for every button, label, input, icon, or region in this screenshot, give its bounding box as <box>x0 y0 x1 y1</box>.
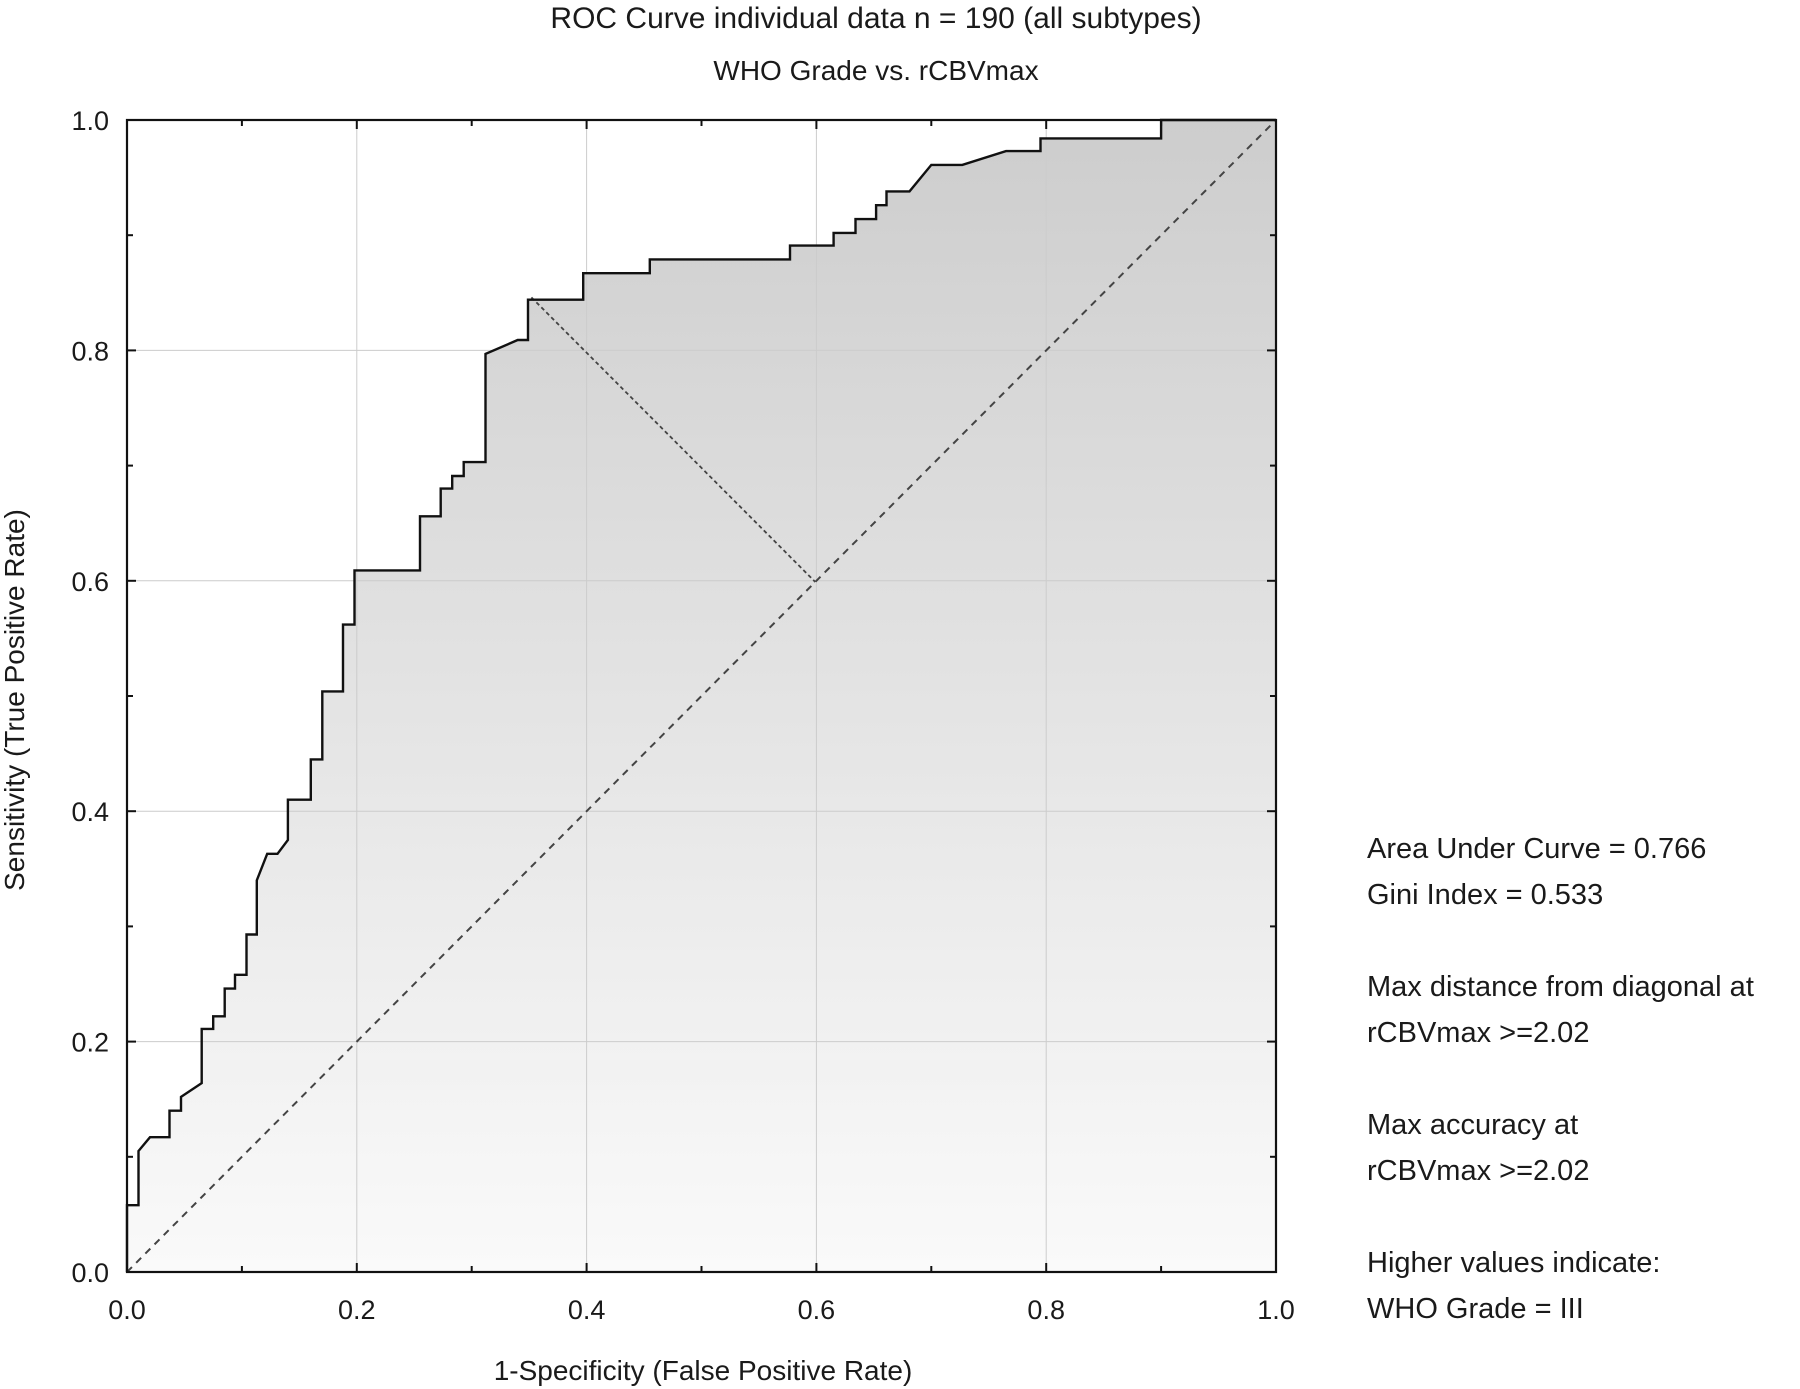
info-panel: Area Under Curve = 0.766 Gini Index = 0.… <box>1367 833 1754 1325</box>
y-tick-label-2: 0.4 <box>71 797 109 827</box>
higher-values-text-line1: Higher values indicate: <box>1367 1247 1660 1279</box>
x-tick-label-5: 1.0 <box>1257 1295 1295 1325</box>
higher-values-text-line2: WHO Grade = III <box>1367 1293 1584 1325</box>
y-tick-label-1: 0.2 <box>71 1028 109 1058</box>
max-distance-line <box>530 296 816 583</box>
max-accuracy-text-line2: rCBVmax >=2.02 <box>1367 1155 1589 1187</box>
y-tick-label-4: 0.8 <box>71 336 109 366</box>
chart-title: ROC Curve individual data n = 190 (all s… <box>550 2 1201 35</box>
y-tick-label-3: 0.6 <box>71 567 109 597</box>
x-tick-label-2: 0.4 <box>568 1295 606 1325</box>
x-tick-label-0: 0.0 <box>108 1295 146 1325</box>
roc-curve-line <box>125 118 1276 1272</box>
x-tick-label-3: 0.6 <box>798 1295 836 1325</box>
max-distance-text-line2: rCBVmax >=2.02 <box>1367 1017 1589 1049</box>
chart-subtitle: WHO Grade vs. rCBVmax <box>713 55 1038 86</box>
y-axis-label: Sensitivity (True Positive Rate) <box>0 509 30 891</box>
gini-text: Gini Index = 0.533 <box>1367 879 1603 911</box>
max-accuracy-text-line1: Max accuracy at <box>1367 1109 1578 1141</box>
x-axis-label: 1-Specificity (False Positive Rate) <box>494 1355 913 1386</box>
y-tick-label-5: 1.0 <box>71 106 109 136</box>
plot-area: 0.0 0.2 0.4 0.6 0.8 1.0 0.0 0.2 0.4 0.6 0.8 1.0 <box>71 106 1294 1325</box>
x-tick-label-4: 0.8 <box>1027 1295 1065 1325</box>
diagonal-reference-line <box>126 119 1277 1273</box>
auc-text: Area Under Curve = 0.766 <box>1367 833 1706 865</box>
max-distance-text-line1: Max distance from diagonal at <box>1367 971 1754 1003</box>
x-tick-label-1: 0.2 <box>338 1295 376 1325</box>
y-tick-label-0: 0.0 <box>71 1258 109 1288</box>
